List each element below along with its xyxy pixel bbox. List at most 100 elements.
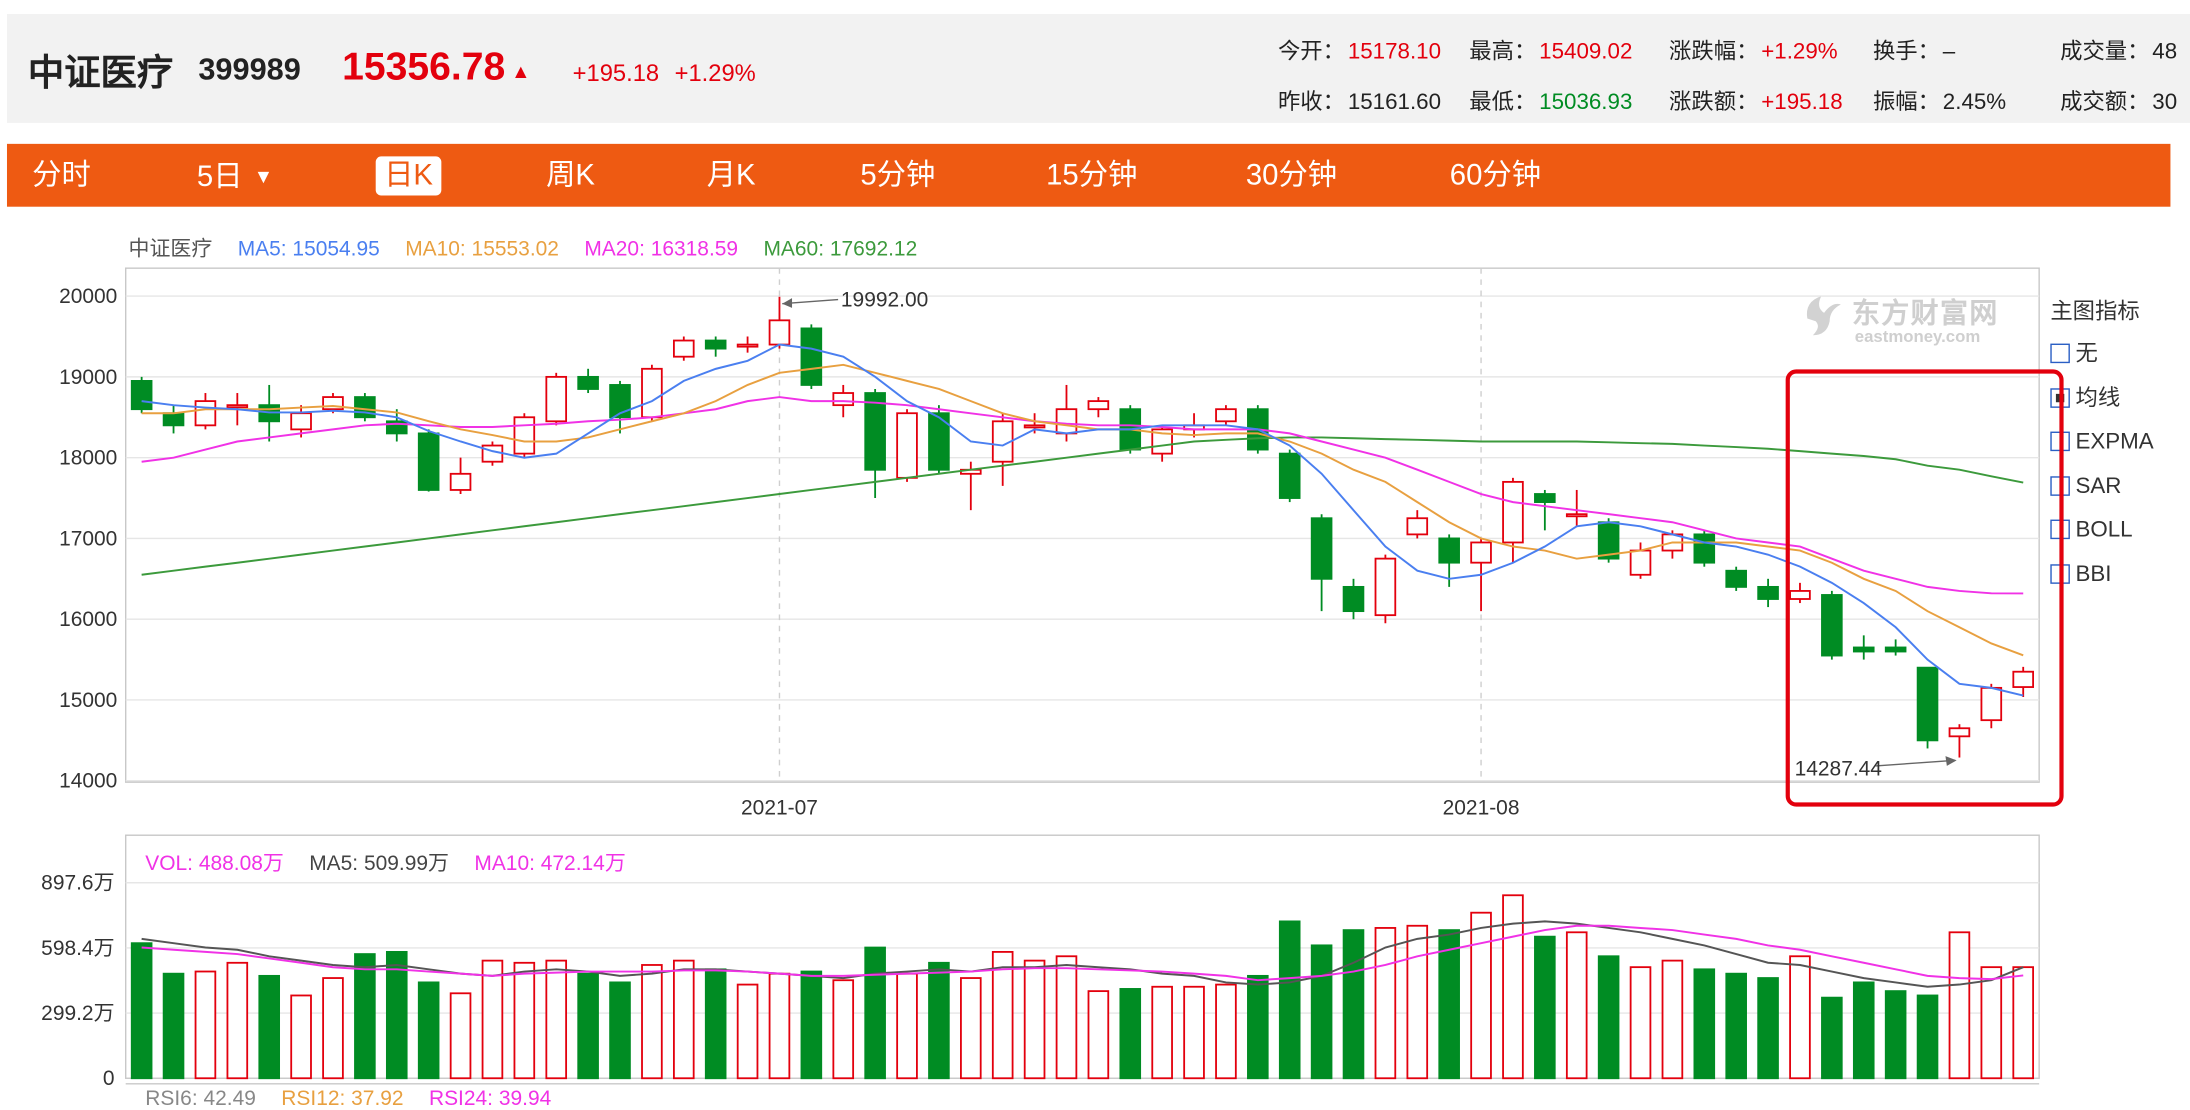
volume-bar [864, 946, 886, 1080]
checkbox-icon[interactable] [2050, 343, 2070, 364]
tab-label: 日K [384, 159, 433, 192]
tab-label: 30分钟 [1245, 159, 1338, 192]
price-tick-label: 15000 [59, 689, 117, 712]
legend-vol: VOL: 488.08万 [145, 851, 284, 876]
volume-bar [449, 992, 472, 1080]
candle [1725, 566, 1747, 591]
watermark-en: eastmoney.com [1854, 326, 1981, 347]
volume-bar [800, 970, 823, 1080]
vol-ma10-line [141, 924, 2024, 982]
candle-body [1374, 557, 1397, 617]
volume-bar [1023, 959, 1046, 1080]
candle-body [704, 339, 727, 350]
date-tick-label: 2021-07 [741, 796, 818, 819]
tab-label: 周K [546, 159, 596, 192]
candle [449, 457, 472, 495]
volume-bar [609, 981, 631, 1080]
candle [1534, 489, 1556, 531]
candle-body [1629, 549, 1652, 576]
tab-4[interactable]: 周K [546, 156, 595, 195]
quote-stat-value: – [1942, 40, 1956, 65]
volume-bar [1406, 924, 1429, 1080]
quote-stat: 涨跌幅： +1.29% [1669, 32, 1838, 66]
quote-stat: 成交额： 30 [2060, 82, 2177, 116]
quote-stat-value: 2.45% [1942, 90, 2007, 115]
price-tick-label: 19000 [59, 366, 117, 389]
candle [1884, 639, 1907, 656]
candle-body [1470, 541, 1492, 564]
price-change-pct: +1.29% [674, 60, 756, 87]
candle-body [609, 384, 631, 419]
tab-1[interactable]: 分时 [32, 156, 91, 195]
quote-stat-value: 15161.60 [1347, 90, 1442, 115]
ma20-line [141, 396, 2024, 595]
quote-stat: 成交量： 48 [2060, 32, 2177, 66]
candle [1151, 425, 1173, 462]
candle-body [928, 412, 950, 471]
price-tick-label: 14000 [59, 770, 117, 793]
candle [1565, 489, 1588, 527]
volume-tick-label: 897.6万 [41, 872, 114, 895]
quote-stat-value: 48 [2152, 40, 2178, 65]
candle [928, 405, 950, 474]
volume-bar [258, 974, 281, 1080]
candle-body [1215, 408, 1237, 423]
volume-panel-frame [125, 834, 2040, 1079]
candle-body [226, 404, 249, 409]
volume-bar [1948, 931, 1971, 1080]
tab-8[interactable]: 30分钟 [1246, 156, 1337, 195]
candle [896, 409, 918, 482]
tab-2[interactable]: 5日 ▼ [197, 156, 273, 195]
candle-body [449, 472, 472, 491]
candle-body [1534, 493, 1556, 503]
legend-vol-ma10: MA10: 472.14万 [474, 851, 626, 876]
candle-body [290, 412, 312, 431]
candle [1789, 582, 1811, 604]
date-tick-label: 2021-08 [1443, 796, 1520, 819]
legend-rsi6: RSI6: 42.49 [145, 1086, 256, 1110]
volume-bar [417, 981, 440, 1080]
volume-bar [1661, 959, 1684, 1080]
volume-bar [1916, 994, 1939, 1080]
price-change: +195.18 [572, 60, 660, 87]
quote-stat-label: 换手： [1872, 40, 1941, 65]
quote-stat-label: 最高： [1469, 40, 1537, 65]
quote-stat-value: 15178.10 [1347, 40, 1442, 65]
indicator-option[interactable]: 无 [2050, 342, 2098, 367]
legend-ma5: MA5: 15054.95 [237, 237, 380, 262]
price-tick-label: 17000 [59, 527, 117, 550]
candle [991, 413, 1014, 486]
quote-stat-label: 涨跌幅： [1669, 40, 1759, 65]
volume-bar [1470, 911, 1492, 1080]
tab-7[interactable]: 15分钟 [1046, 156, 1137, 195]
quote-stat: 今开： 15178.10 [1278, 32, 1441, 66]
volume-bar [1821, 996, 1843, 1080]
tab-label: 60分钟 [1449, 159, 1542, 192]
candle-body [417, 432, 440, 491]
eastmoney-logo-icon [1806, 296, 1841, 336]
candle [1087, 397, 1110, 418]
candle [704, 336, 727, 357]
quote-header: 中证医疗 399989 15356.78 ▲ +195.18 +1.29% 今开… [6, 13, 2190, 123]
candle-body [1278, 452, 1301, 499]
candle-body [1725, 569, 1747, 588]
volume-bar [1278, 920, 1301, 1080]
price-tick-label: 18000 [59, 447, 117, 470]
candle-body [1023, 424, 1046, 429]
volume-bar [896, 972, 918, 1080]
volume-bar [1183, 985, 1205, 1080]
candle-body [1789, 590, 1811, 600]
tab-6[interactable]: 5分钟 [860, 156, 935, 195]
candle-body [194, 400, 217, 427]
tab-9[interactable]: 60分钟 [1450, 156, 1541, 195]
candle-body [1438, 537, 1460, 564]
volume-bar [1757, 977, 1779, 1080]
tab-5[interactable]: 月K [707, 156, 756, 195]
quote-stat-label: 最低： [1469, 90, 1537, 115]
volume-bar [226, 961, 249, 1080]
tab-3[interactable]: 日K [375, 156, 442, 196]
volume-bar [1852, 981, 1875, 1080]
volume-bar [960, 977, 982, 1080]
volume-bar [290, 994, 312, 1080]
